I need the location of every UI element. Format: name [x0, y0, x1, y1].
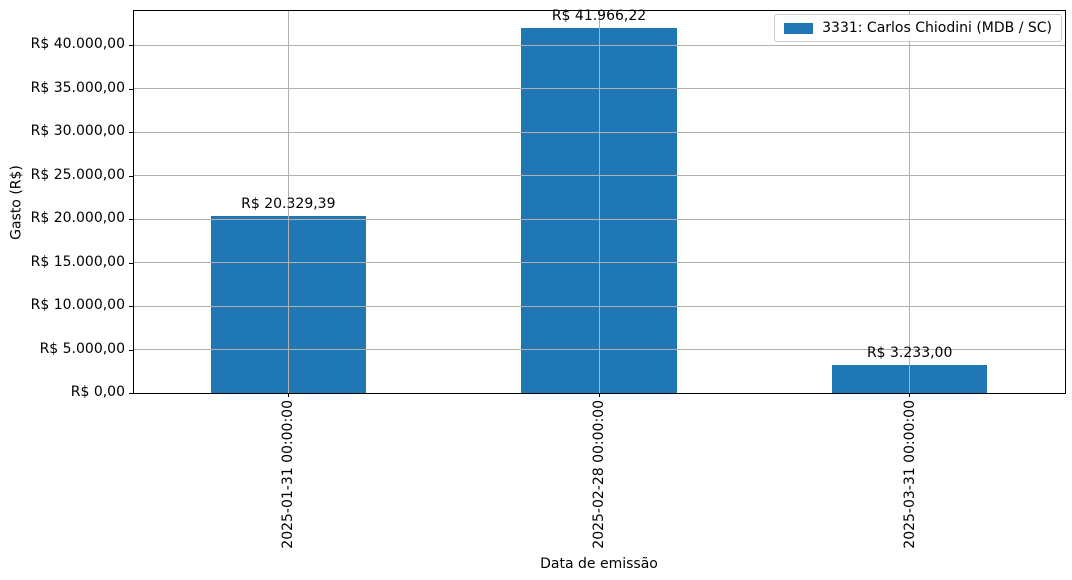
- x-axis-title: Data de emissão: [540, 556, 658, 572]
- y-tick-mark: [129, 175, 133, 177]
- y-tick-label: R$ 5.000,00: [39, 340, 125, 357]
- x-tick-mark: [287, 393, 289, 397]
- y-tick-mark: [129, 88, 133, 90]
- x-tick-label: 2025-02-28 00:00:00: [591, 400, 607, 549]
- v-gridline: [287, 10, 289, 393]
- y-tick-mark: [129, 262, 133, 264]
- y-tick-mark: [129, 393, 133, 394]
- v-gridline: [598, 10, 600, 393]
- y-tick-mark: [129, 349, 133, 351]
- legend-swatch-icon: [784, 22, 814, 34]
- y-tick-label: R$ 40.000,00: [30, 36, 125, 53]
- bar-value-label: R$ 3.233,00: [866, 344, 953, 361]
- v-gridline: [909, 10, 911, 393]
- bar-value-label: R$ 41.966,22: [551, 8, 647, 25]
- y-tick-label: R$ 25.000,00: [30, 166, 125, 183]
- y-tick-mark: [129, 219, 133, 221]
- y-tick-label: R$ 35.000,00: [30, 79, 125, 96]
- x-tick-label: 2025-01-31 00:00:00: [280, 400, 297, 549]
- legend-label: 3331: Carlos Chiodini (MDB / SC): [822, 20, 1052, 36]
- y-tick-label: R$ 10.000,00: [30, 297, 125, 314]
- x-tick-label: 2025-03-31 00:00:00: [901, 400, 918, 549]
- y-tick-label: R$ 15.000,00: [30, 253, 125, 270]
- y-tick-label: R$ 20.000,00: [30, 210, 125, 227]
- y-tick-mark: [129, 45, 133, 47]
- x-tick-mark: [598, 393, 600, 397]
- legend: 3331: Carlos Chiodini (MDB / SC): [774, 14, 1062, 42]
- y-tick-mark: [129, 306, 133, 308]
- bar-value-label: R$ 20.329,39: [241, 196, 336, 213]
- y-tick-label: R$ 30.000,00: [30, 123, 125, 140]
- y-tick-label: R$ 0,00: [70, 384, 125, 400]
- x-tick-mark: [909, 393, 911, 397]
- y-tick-mark: [129, 132, 133, 134]
